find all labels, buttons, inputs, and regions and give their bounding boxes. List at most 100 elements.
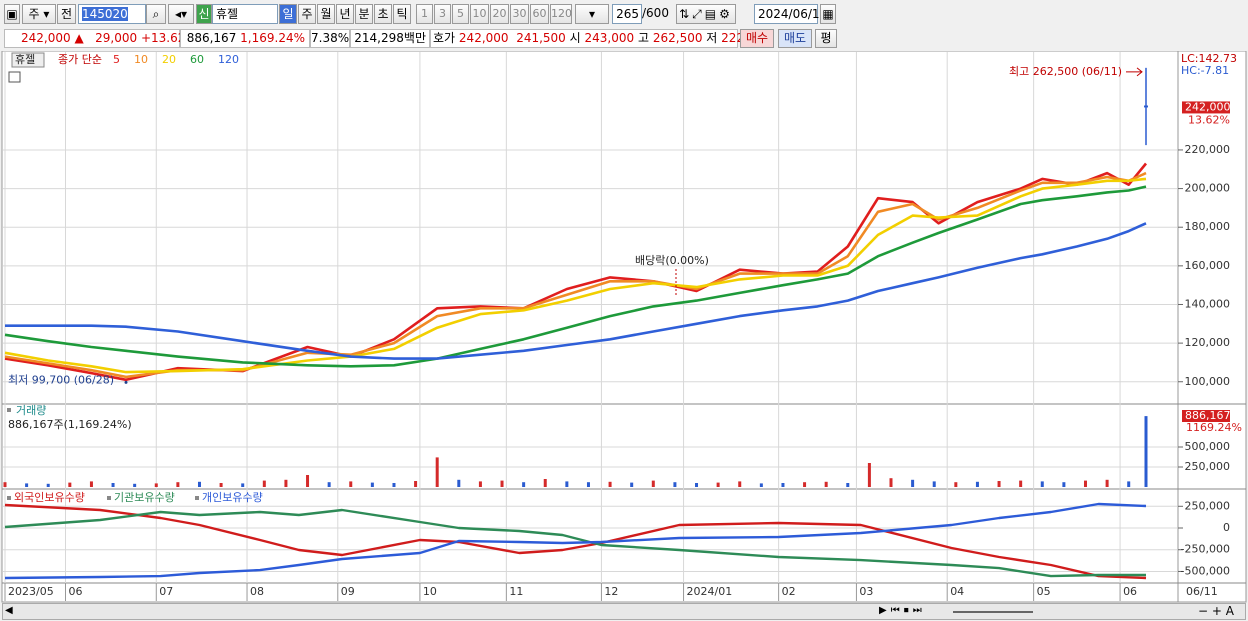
price-box: 242,000 ▲ 29,000 +13.62% <box>4 29 197 48</box>
toolbar-button[interactable]: 년 <box>336 4 354 24</box>
bar <box>241 483 245 487</box>
count-max: /600 <box>642 6 669 20</box>
scrollbar[interactable]: ◀ ▶⏮⏹⏭ − + A <box>2 603 1246 620</box>
toolbar-button[interactable]: 60 <box>530 4 549 24</box>
bar <box>414 481 418 487</box>
avg-button[interactable]: 평 <box>815 29 837 48</box>
toolbar-button[interactable]: 초 <box>374 4 392 24</box>
y-tick-label: 220,000 <box>1185 143 1231 156</box>
zoom-slider[interactable] <box>953 611 1033 613</box>
volume-pct: 1,169.24% <box>240 31 305 45</box>
search-button[interactable]: ⌕ <box>146 4 166 24</box>
dropdown[interactable]: ▾ <box>575 4 609 24</box>
toolbar-button[interactable]: 30 <box>510 4 529 24</box>
x-tick-label: 04 <box>950 585 964 598</box>
buy-button[interactable]: 매수 <box>740 29 774 48</box>
bar <box>543 479 547 487</box>
ask: 242,000 <box>458 31 509 45</box>
up-arrow: ▲ <box>74 31 84 45</box>
legend-entry: 개인보유수량 <box>202 491 263 504</box>
lc-label: LC:142.73 <box>1181 52 1237 65</box>
dividend-note: 배당락(0.00%) <box>635 254 709 267</box>
low-label: 저 <box>706 31 718 45</box>
toolbar-button[interactable]: 월 <box>317 4 335 24</box>
tool-icons[interactable]: ⇅⤢▤⚙ <box>676 4 736 24</box>
bar <box>608 481 612 487</box>
scroll-controls[interactable]: ▶⏮⏹⏭ <box>879 605 926 616</box>
bar <box>435 457 439 487</box>
new-badge: 신 <box>196 4 212 24</box>
legend-entry: 기관보유수량 <box>114 491 175 504</box>
bar <box>586 482 590 487</box>
legend-marker <box>195 496 199 500</box>
bar <box>154 483 158 487</box>
legend-entry: 120 <box>218 53 239 66</box>
bar <box>954 482 958 487</box>
series-line <box>4 508 1146 578</box>
y-tick-label: 200,000 <box>1185 182 1231 195</box>
y-tick-label: -500,000 <box>1181 564 1230 577</box>
sound-button[interactable]: ◂▾ <box>168 4 194 24</box>
bar <box>25 483 29 487</box>
stock-legend: 휴젤 <box>15 53 35 66</box>
code-input[interactable]: 145020 <box>78 4 146 24</box>
bar <box>1083 480 1087 487</box>
change: 29,000 <box>95 31 138 45</box>
y-tick-label: 250,000 <box>1185 499 1231 512</box>
y-tick-label: 120,000 <box>1185 336 1231 349</box>
bar <box>781 483 785 487</box>
zoom-buttons[interactable]: − + A <box>1198 604 1234 618</box>
toolbar-button[interactable]: 틱 <box>393 4 411 24</box>
ma-legend-label: 종가 단순 <box>58 53 102 66</box>
low-marker <box>124 380 128 384</box>
bar <box>262 480 266 487</box>
high-label: 고 <box>637 31 650 45</box>
open: 243,000 <box>584 31 635 45</box>
x-tick-label: 06 <box>1123 585 1137 598</box>
sell-button[interactable]: 매도 <box>778 29 812 48</box>
bar <box>932 481 936 487</box>
font-button[interactable]: A <box>1225 604 1234 618</box>
bar <box>197 481 201 487</box>
price-tag: 242,000 <box>1185 100 1231 113</box>
legend-entry: 5 <box>113 53 120 66</box>
scroll-left[interactable]: ◀ <box>5 605 13 616</box>
toolbar-button[interactable]: 일 <box>279 4 297 24</box>
bar <box>392 483 396 487</box>
toolbar-button[interactable]: 주 <box>298 4 316 24</box>
candle-body <box>1144 105 1148 108</box>
toolbar-button[interactable]: 분 <box>355 4 373 24</box>
y-tick-label: 180,000 <box>1185 220 1231 233</box>
chart-frame <box>1 51 1247 603</box>
x-tick-label: 06 <box>69 585 83 598</box>
market: 주 <box>28 7 40 21</box>
bar <box>500 480 504 487</box>
calendar-button[interactable]: ▦ <box>820 4 836 24</box>
count-input[interactable]: 265 <box>612 4 642 24</box>
toolbar-button[interactable]: 3 <box>434 4 451 24</box>
bar <box>803 482 807 487</box>
toolbar-button[interactable]: 5 <box>452 4 469 24</box>
toolbar-button[interactable]: 120 <box>550 4 572 24</box>
open-label: 시 <box>569 31 581 45</box>
price: 242,000 <box>21 31 71 45</box>
amount: 214,298백만 <box>350 29 430 48</box>
hc-label: HC:-7.81 <box>1181 64 1229 77</box>
date-input[interactable]: 2024/06/11 <box>754 4 827 24</box>
bar <box>673 482 677 487</box>
toolbar-button[interactable]: 10 <box>470 4 489 24</box>
market-select[interactable]: 주 ▾ <box>22 4 56 24</box>
toolbar-button[interactable]: 1 <box>416 4 433 24</box>
bar <box>651 480 655 487</box>
menu-icon[interactable]: ▣ <box>4 4 20 24</box>
stock-input[interactable]: 휴젤 <box>212 4 278 24</box>
y-tick-label: -250,000 <box>1181 543 1230 556</box>
bar <box>306 475 310 487</box>
high: 262,500 <box>652 31 703 45</box>
toolbar-button[interactable]: 20 <box>490 4 509 24</box>
scope[interactable]: 전 <box>57 4 76 24</box>
bar <box>738 481 742 487</box>
y-tick-label: 100,000 <box>1185 375 1231 388</box>
x-tick-label: 09 <box>341 585 355 598</box>
bar <box>630 482 634 487</box>
